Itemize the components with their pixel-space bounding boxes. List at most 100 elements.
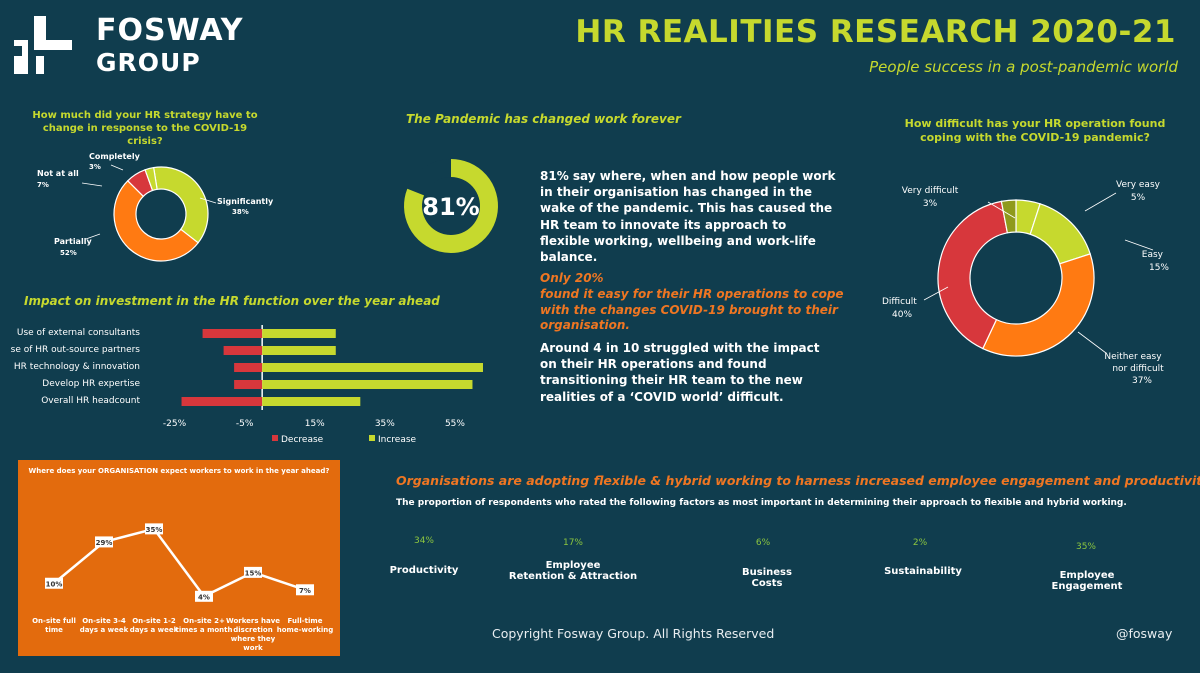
investment-bar-increase <box>262 397 361 406</box>
page-title: HR REALITIES RESEARCH 2020-21 <box>575 14 1176 50</box>
factor-label-retention-text-2: Retention & Attraction <box>508 571 638 582</box>
strategy-question: How much did your HR strategy have to ch… <box>32 110 258 147</box>
org-point-value: 4% <box>198 593 210 601</box>
logo-word-2: GROUP <box>96 48 201 77</box>
investment-bar-decrease <box>223 346 263 355</box>
strategy-slice-completely <box>144 166 158 192</box>
coping-slice-easy <box>1029 203 1091 265</box>
factor-label-productivity: Productivity <box>389 565 459 576</box>
factor-label-sustainability: Sustainability <box>884 566 962 577</box>
pandemic-gauge-chart: 81% <box>404 159 498 253</box>
investment-category-label: Develop HR expertise <box>42 379 140 389</box>
coping-slice-neither-easy-nor-difficult <box>981 253 1095 357</box>
factor-pct-retention: 17% <box>562 538 583 548</box>
coping-question: How difficult has your HR operation foun… <box>904 117 1166 145</box>
investment-tick-label: 35% <box>375 419 395 429</box>
coping-label-verydifficult: Very difficult <box>902 186 959 196</box>
strategy-value-notatall: 7% <box>37 181 49 189</box>
org-category-label: Full-time <box>288 617 323 625</box>
only-20-line: Only 20% <box>540 271 604 285</box>
legend-decrease-swatch <box>272 435 278 441</box>
org-category-label: time <box>45 626 63 634</box>
factor-pct-costs: 6% <box>755 538 771 548</box>
investment-category-label: HR technology & innovation <box>14 362 140 372</box>
flex-heading: Organisations are adopting flexible & hy… <box>396 473 1200 488</box>
strategy-value-partially: 52% <box>60 249 77 257</box>
coping-donut-chart: Very difficult 3% Very easy 5% Easy 15% … <box>882 180 1169 386</box>
coping-value-verydifficult: 3% <box>923 199 938 209</box>
org-heading: Where does your ORGANISATION expect work… <box>28 467 330 475</box>
org-point-value: 35% <box>146 526 163 534</box>
org-point-value: 29% <box>96 539 113 547</box>
gauge-value: 81% <box>422 193 479 221</box>
investment-bar-increase <box>262 363 483 372</box>
factor-label-costs: Business Costs <box>697 567 837 589</box>
investment-bar-increase <box>262 346 336 355</box>
investment-bar-increase <box>262 329 336 338</box>
org-category-label: times a month <box>176 626 233 634</box>
coping-label-easy: Easy <box>1142 250 1164 260</box>
strategy-label-partially: Partially <box>54 237 92 246</box>
org-point-label-box <box>145 523 163 535</box>
logo-word-1: FOSWAY <box>96 13 244 48</box>
org-point-value: 10% <box>46 580 63 588</box>
factor-label-costs-1: Business <box>742 567 792 578</box>
investment-category-label: Use of external consultants <box>17 328 140 338</box>
twitter-handle: @fosway <box>1116 626 1173 641</box>
coping-value-neither: 37% <box>1132 376 1152 386</box>
strategy-slice-significantly <box>152 166 209 244</box>
investment-category-label: Overall HR headcount <box>41 396 140 406</box>
legend-increase-label: Increase <box>378 435 417 445</box>
flex-subheading: The proportion of respondents who rated … <box>396 498 1127 508</box>
pandemic-paragraph: 81% say where, when and how people work … <box>540 169 836 264</box>
org-point-label-box <box>296 584 314 596</box>
org-point-label-box <box>244 566 262 578</box>
coping-value-difficult: 40% <box>892 310 912 320</box>
investment-tick-label: -5% <box>236 419 254 429</box>
org-category-label: On-site 1-2 <box>132 617 176 625</box>
copyright-text: Copyright Fosway Group. All Rights Reser… <box>492 626 775 641</box>
investment-bar-decrease <box>234 363 263 372</box>
org-category-label: where they <box>231 635 276 643</box>
org-category-label: days a week <box>130 626 179 634</box>
pandemic-heading: The Pandemic has changed work forever <box>406 112 681 126</box>
coping-value-easy: 15% <box>1149 263 1169 273</box>
factor-pct-sustainability: 2% <box>912 538 928 548</box>
struggled-paragraph: Around 4 in 10 struggled with the impact… <box>540 341 820 404</box>
strategy-donut-chart: Completely 3% Not at all 7% Significantl… <box>37 152 274 262</box>
investment-tick-label: 15% <box>305 419 325 429</box>
strategy-label-significantly: Significantly <box>217 197 274 206</box>
org-point-value: 7% <box>299 587 311 595</box>
strategy-slice-partially <box>113 179 199 262</box>
logo-mark-icon <box>14 16 72 74</box>
org-point-label-box <box>195 590 213 602</box>
factor-pct-productivity: 34% <box>413 536 434 546</box>
org-series-line <box>53 527 306 598</box>
gauge-arc-81 <box>404 159 498 253</box>
factor-label-engagement: Employee Engagement <box>1017 570 1157 592</box>
investment-tick-label: 55% <box>445 419 465 429</box>
coping-label-neither-1: Neither easy <box>1104 352 1162 362</box>
org-category-label: discretion <box>233 626 272 634</box>
investment-bar-increase <box>262 380 473 389</box>
legend-decrease-label: Decrease <box>281 435 324 445</box>
investment-heading: Impact on investment in the HR function … <box>24 294 440 308</box>
org-category-label: On-site 3-4 <box>82 617 126 625</box>
org-point-label-box <box>95 536 113 548</box>
factor-label-retention: Employee Retention & Attraction <box>503 560 643 582</box>
org-panel: Where does your ORGANISATION expect work… <box>18 460 340 656</box>
legend-increase-swatch <box>369 435 375 441</box>
investment-bar-decrease <box>234 380 263 389</box>
strategy-value-significantly: 38% <box>232 208 249 216</box>
org-category-label: On-site full <box>32 617 76 625</box>
coping-label-veryeasy: Very easy <box>1116 180 1161 190</box>
investment-bar-decrease <box>181 397 263 406</box>
factor-label-retention-text: Employee <box>545 560 601 571</box>
org-category-label: Workers have <box>226 617 280 625</box>
page-subtitle: People success in a post-pandemic world <box>869 58 1178 76</box>
org-category-label: On-site 2+ <box>183 617 225 625</box>
coping-slice-very-difficult <box>1000 199 1017 234</box>
coping-slice-difficult <box>937 200 1009 350</box>
factor-label-engagement-1: Employee <box>1059 570 1115 581</box>
